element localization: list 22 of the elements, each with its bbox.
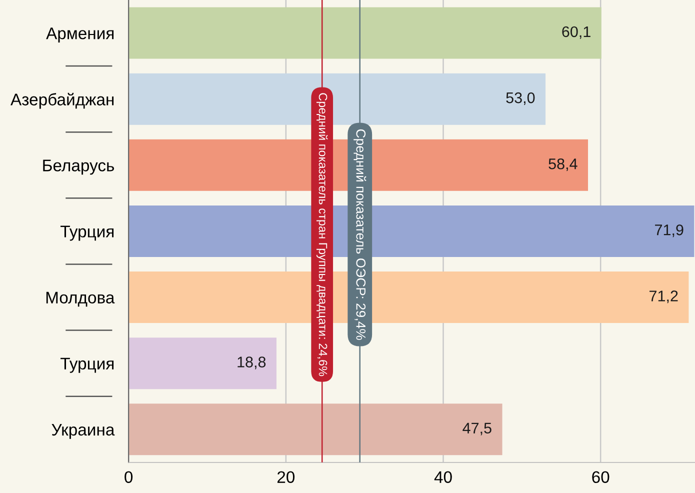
data-label: 53,0: [506, 92, 535, 105]
ref-line-label: Средний показатель ОЭСР: 29,4%: [354, 129, 366, 340]
x-tick-label: 60: [592, 471, 610, 484]
y-tick-label: Беларусь: [43, 160, 114, 175]
data-label: 18,8: [238, 356, 266, 370]
x-tick-label: 20: [277, 471, 295, 484]
data-label: 71,2: [650, 290, 678, 304]
x-tick-label: 0: [124, 471, 133, 484]
data-label: 58,4: [548, 158, 578, 172]
bar: [128, 7, 602, 59]
y-tick-label: Армения: [46, 28, 114, 43]
bar: [128, 404, 502, 456]
data-label: 60,1: [562, 26, 590, 39]
y-tick-label: Украина: [52, 424, 115, 439]
y-tick-label: Турция: [60, 226, 114, 241]
data-label: 71,9: [655, 224, 684, 238]
x-tick-label: 40: [434, 471, 452, 484]
bar: [128, 338, 276, 390]
y-tick-label: Турция: [60, 358, 114, 373]
y-tick-label: Молдова: [46, 292, 115, 307]
y-tick-label: Азербайджан: [10, 92, 114, 109]
data-label: 47,5: [462, 422, 492, 436]
